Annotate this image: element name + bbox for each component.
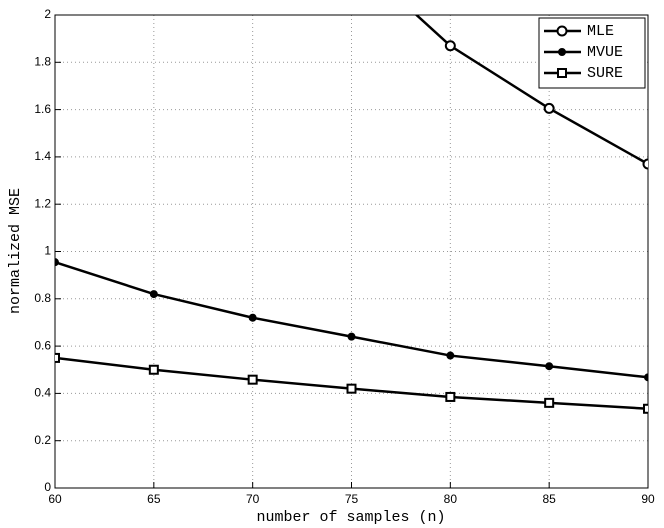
plot-frame <box>54 14 649 489</box>
x-tick-label: 65 <box>147 492 161 506</box>
y-tick-label: 1.2 <box>34 196 51 210</box>
marker <box>446 351 455 360</box>
legend-label: MVUE <box>587 44 623 61</box>
y-tick-label: 1.4 <box>34 149 51 163</box>
y-tick-label: 0 <box>44 480 51 494</box>
marker <box>149 290 158 299</box>
legend-label: MLE <box>587 23 614 40</box>
marker <box>347 332 356 341</box>
marker <box>558 48 566 56</box>
plot-area <box>55 15 648 414</box>
series-line <box>414 15 648 166</box>
x-tick-label: 90 <box>641 492 655 506</box>
x-tick-label: 85 <box>542 492 556 506</box>
x-tick-label: 80 <box>444 492 458 506</box>
y-tick-label: 0.4 <box>34 386 51 400</box>
marker <box>55 258 59 267</box>
x-axis-label: number of samples (n) <box>256 509 445 526</box>
marker <box>556 25 568 37</box>
marker <box>346 383 357 394</box>
marker <box>545 362 554 371</box>
marker <box>248 313 257 322</box>
y-axis-label: normalized MSE <box>7 188 24 314</box>
marker <box>557 68 567 78</box>
y-tick-label: 1.6 <box>34 102 51 116</box>
y-tick-label: 0.8 <box>34 291 51 305</box>
marker <box>445 391 456 402</box>
x-tick-label: 70 <box>246 492 260 506</box>
marker <box>148 364 159 375</box>
y-tick-label: 1.8 <box>34 54 51 68</box>
legend-label: SURE <box>587 65 623 82</box>
marker <box>247 374 258 385</box>
y-tick-label: 2 <box>44 7 51 21</box>
marker <box>543 102 555 114</box>
marker <box>544 397 555 408</box>
marker <box>444 40 456 52</box>
x-tick-label: 60 <box>48 492 62 506</box>
marker <box>644 373 648 382</box>
x-tick-label: 75 <box>345 492 359 506</box>
marker <box>55 352 60 363</box>
y-tick-label: 1 <box>44 244 51 258</box>
y-tick-label: 0.6 <box>34 338 51 352</box>
marker <box>642 158 648 170</box>
y-tick-label: 0.2 <box>34 433 51 447</box>
marker <box>643 403 648 414</box>
